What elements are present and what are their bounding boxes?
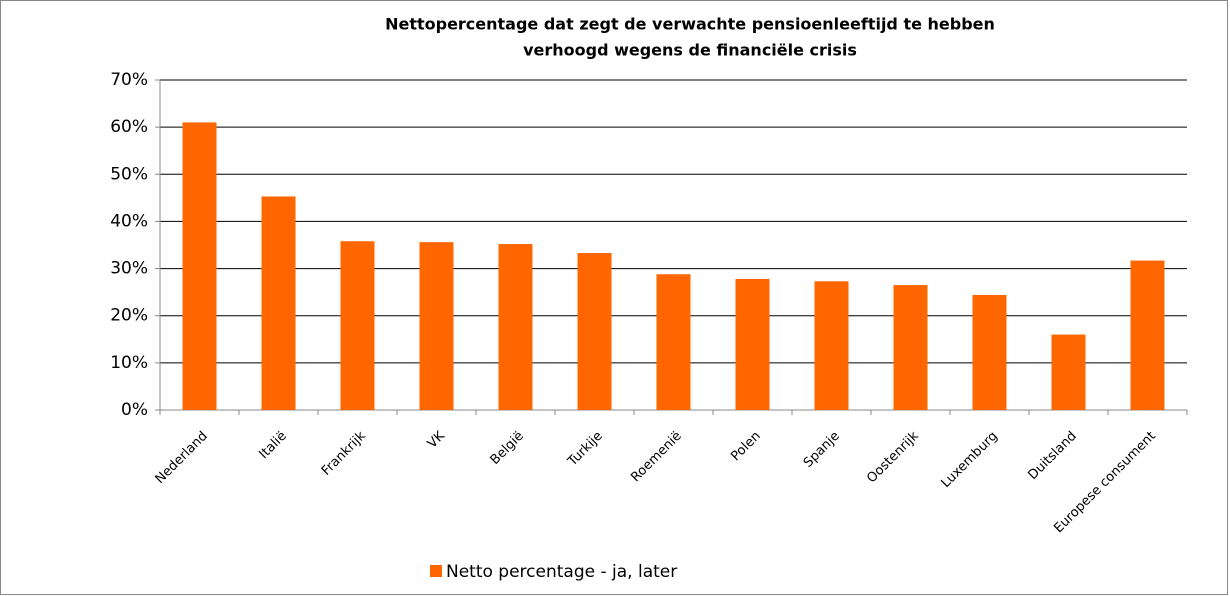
y-tick-label: 50% [110, 164, 148, 184]
bar [577, 253, 612, 410]
bar [893, 285, 928, 410]
bar [419, 242, 454, 410]
y-tick-label: 0% [121, 400, 148, 420]
bar [261, 196, 296, 410]
y-tick-label: 20% [110, 306, 148, 326]
chart-title: verhoogd wegens de financiële crisis [523, 41, 857, 60]
bar [340, 241, 375, 410]
y-tick-label: 10% [110, 353, 148, 373]
y-tick-label: 30% [110, 259, 148, 279]
y-tick-label: 40% [110, 211, 148, 231]
chart-title: Nettopercentage dat zegt de verwachte pe… [385, 15, 995, 34]
bar [1130, 260, 1165, 410]
bar [1051, 334, 1086, 410]
bar [735, 278, 770, 410]
bar [498, 244, 533, 410]
y-tick-label: 60% [110, 117, 148, 137]
legend-swatch [430, 565, 442, 577]
bar [182, 122, 217, 410]
y-tick-label: 70% [110, 70, 148, 90]
bar [972, 294, 1007, 410]
bar [656, 274, 691, 410]
legend-label: Netto percentage - ja, later [446, 562, 677, 582]
bar [814, 281, 849, 410]
